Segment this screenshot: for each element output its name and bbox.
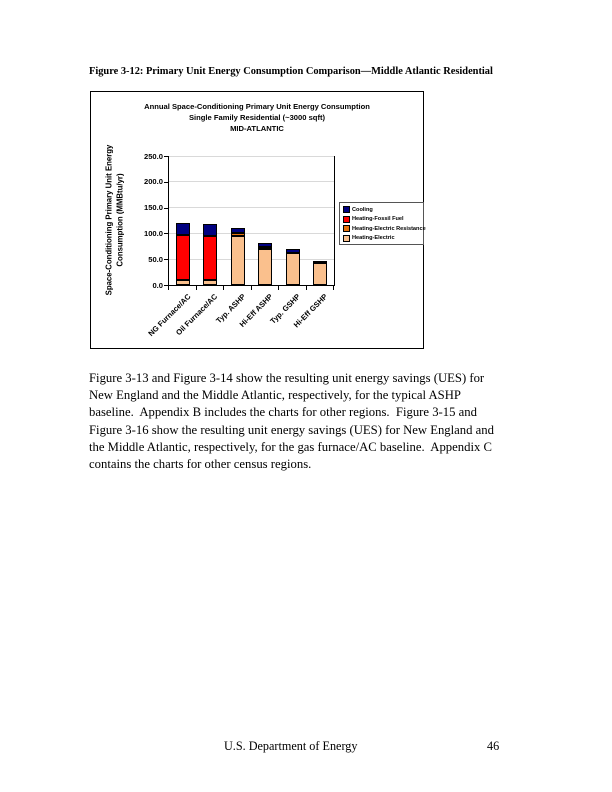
x-tick-mark — [305, 286, 307, 290]
y-tick-label: 250.0 — [143, 151, 163, 161]
bar-segment — [285, 253, 300, 285]
chart-title-line-2: Single Family Residential (~3000 sqft) — [188, 113, 326, 122]
bar-segment — [203, 280, 218, 285]
bar-segment — [230, 232, 245, 236]
legend-label: Heating-Electric Resistance — [352, 225, 426, 232]
gridline — [169, 181, 334, 183]
bar — [175, 223, 190, 285]
x-tick-mark — [168, 286, 169, 290]
bar-segment — [258, 248, 273, 285]
gridline — [169, 232, 334, 234]
legend-label: Heating-Fossil Fuel — [352, 216, 404, 222]
bar-segment — [258, 246, 273, 249]
y-tick-mark — [164, 181, 168, 183]
y-tick-mark — [164, 207, 168, 209]
bar — [258, 243, 273, 285]
y-tick-label: 50.0 — [148, 254, 163, 264]
legend-item: Heating-Electric Resistance — [343, 225, 426, 232]
y-tick-label: 100.0 — [143, 228, 163, 238]
footer-text: U.S. Department of Energy — [224, 739, 358, 753]
bar-segment — [175, 235, 190, 281]
x-tick-mark — [333, 286, 334, 290]
chart-title-line-1: Annual Space-Conditioning Primary Unit E… — [144, 102, 370, 111]
gridline — [169, 207, 334, 209]
y-tick-mark — [164, 156, 168, 157]
bar-segment — [230, 235, 245, 285]
bar — [285, 248, 300, 285]
legend-item: Cooling — [343, 206, 421, 213]
body-paragraph: Figure 3-13 and Figure 3-14 show the res… — [89, 371, 494, 472]
legend-swatch — [343, 215, 350, 223]
x-tick-mark — [278, 286, 279, 290]
legend-item: Heating-Fossil Fuel — [343, 215, 421, 223]
legend-label: Heating-Electric — [352, 235, 395, 241]
bar-segment — [313, 263, 328, 285]
bar — [230, 228, 245, 285]
y-tick-mark — [164, 285, 168, 286]
plot-area — [168, 155, 335, 286]
bar-segment — [313, 260, 328, 264]
legend-swatch — [343, 206, 350, 213]
bar-segment — [203, 224, 218, 236]
figure-caption: Figure 3-12: Primary Unit Energy Consump… — [89, 66, 493, 77]
chart-title-line-3: MID-ATLANTIC — [230, 124, 284, 133]
page-number: 46 — [487, 739, 500, 753]
gridline — [169, 155, 334, 157]
bar-segment — [230, 228, 245, 233]
x-tick-mark — [250, 286, 252, 290]
bar-segment — [203, 235, 218, 281]
y-tick-label: 150.0 — [143, 203, 163, 213]
chart-title: Annual Space-Conditioning Primary Unit E… — [91, 101, 423, 134]
bar-segment — [285, 248, 300, 254]
legend-swatch — [343, 225, 350, 232]
bar — [313, 260, 328, 285]
y-tick-mark — [164, 233, 168, 235]
x-tick-mark — [223, 286, 224, 290]
legend-item: Heating-Electric — [343, 234, 421, 242]
chart-figure: Annual Space-Conditioning Primary Unit E… — [90, 91, 426, 349]
y-tick-label: 0.0 — [152, 280, 163, 290]
legend-swatch — [343, 234, 350, 242]
legend-label: Cooling — [352, 206, 373, 213]
bar-segment — [175, 280, 190, 285]
y-tick-mark — [164, 259, 168, 261]
y-axis-title: Space-Conditioning Primary Unit Energy C… — [104, 144, 125, 296]
chart-legend: Cooling Heating-Fossil Fuel Heating-Electr… — [339, 202, 426, 245]
bar-segment — [175, 223, 190, 236]
bar — [203, 224, 218, 285]
x-tick-mark — [195, 286, 197, 290]
gridline — [169, 258, 334, 260]
y-tick-label: 200.0 — [143, 177, 163, 187]
bar-segment — [258, 243, 273, 247]
